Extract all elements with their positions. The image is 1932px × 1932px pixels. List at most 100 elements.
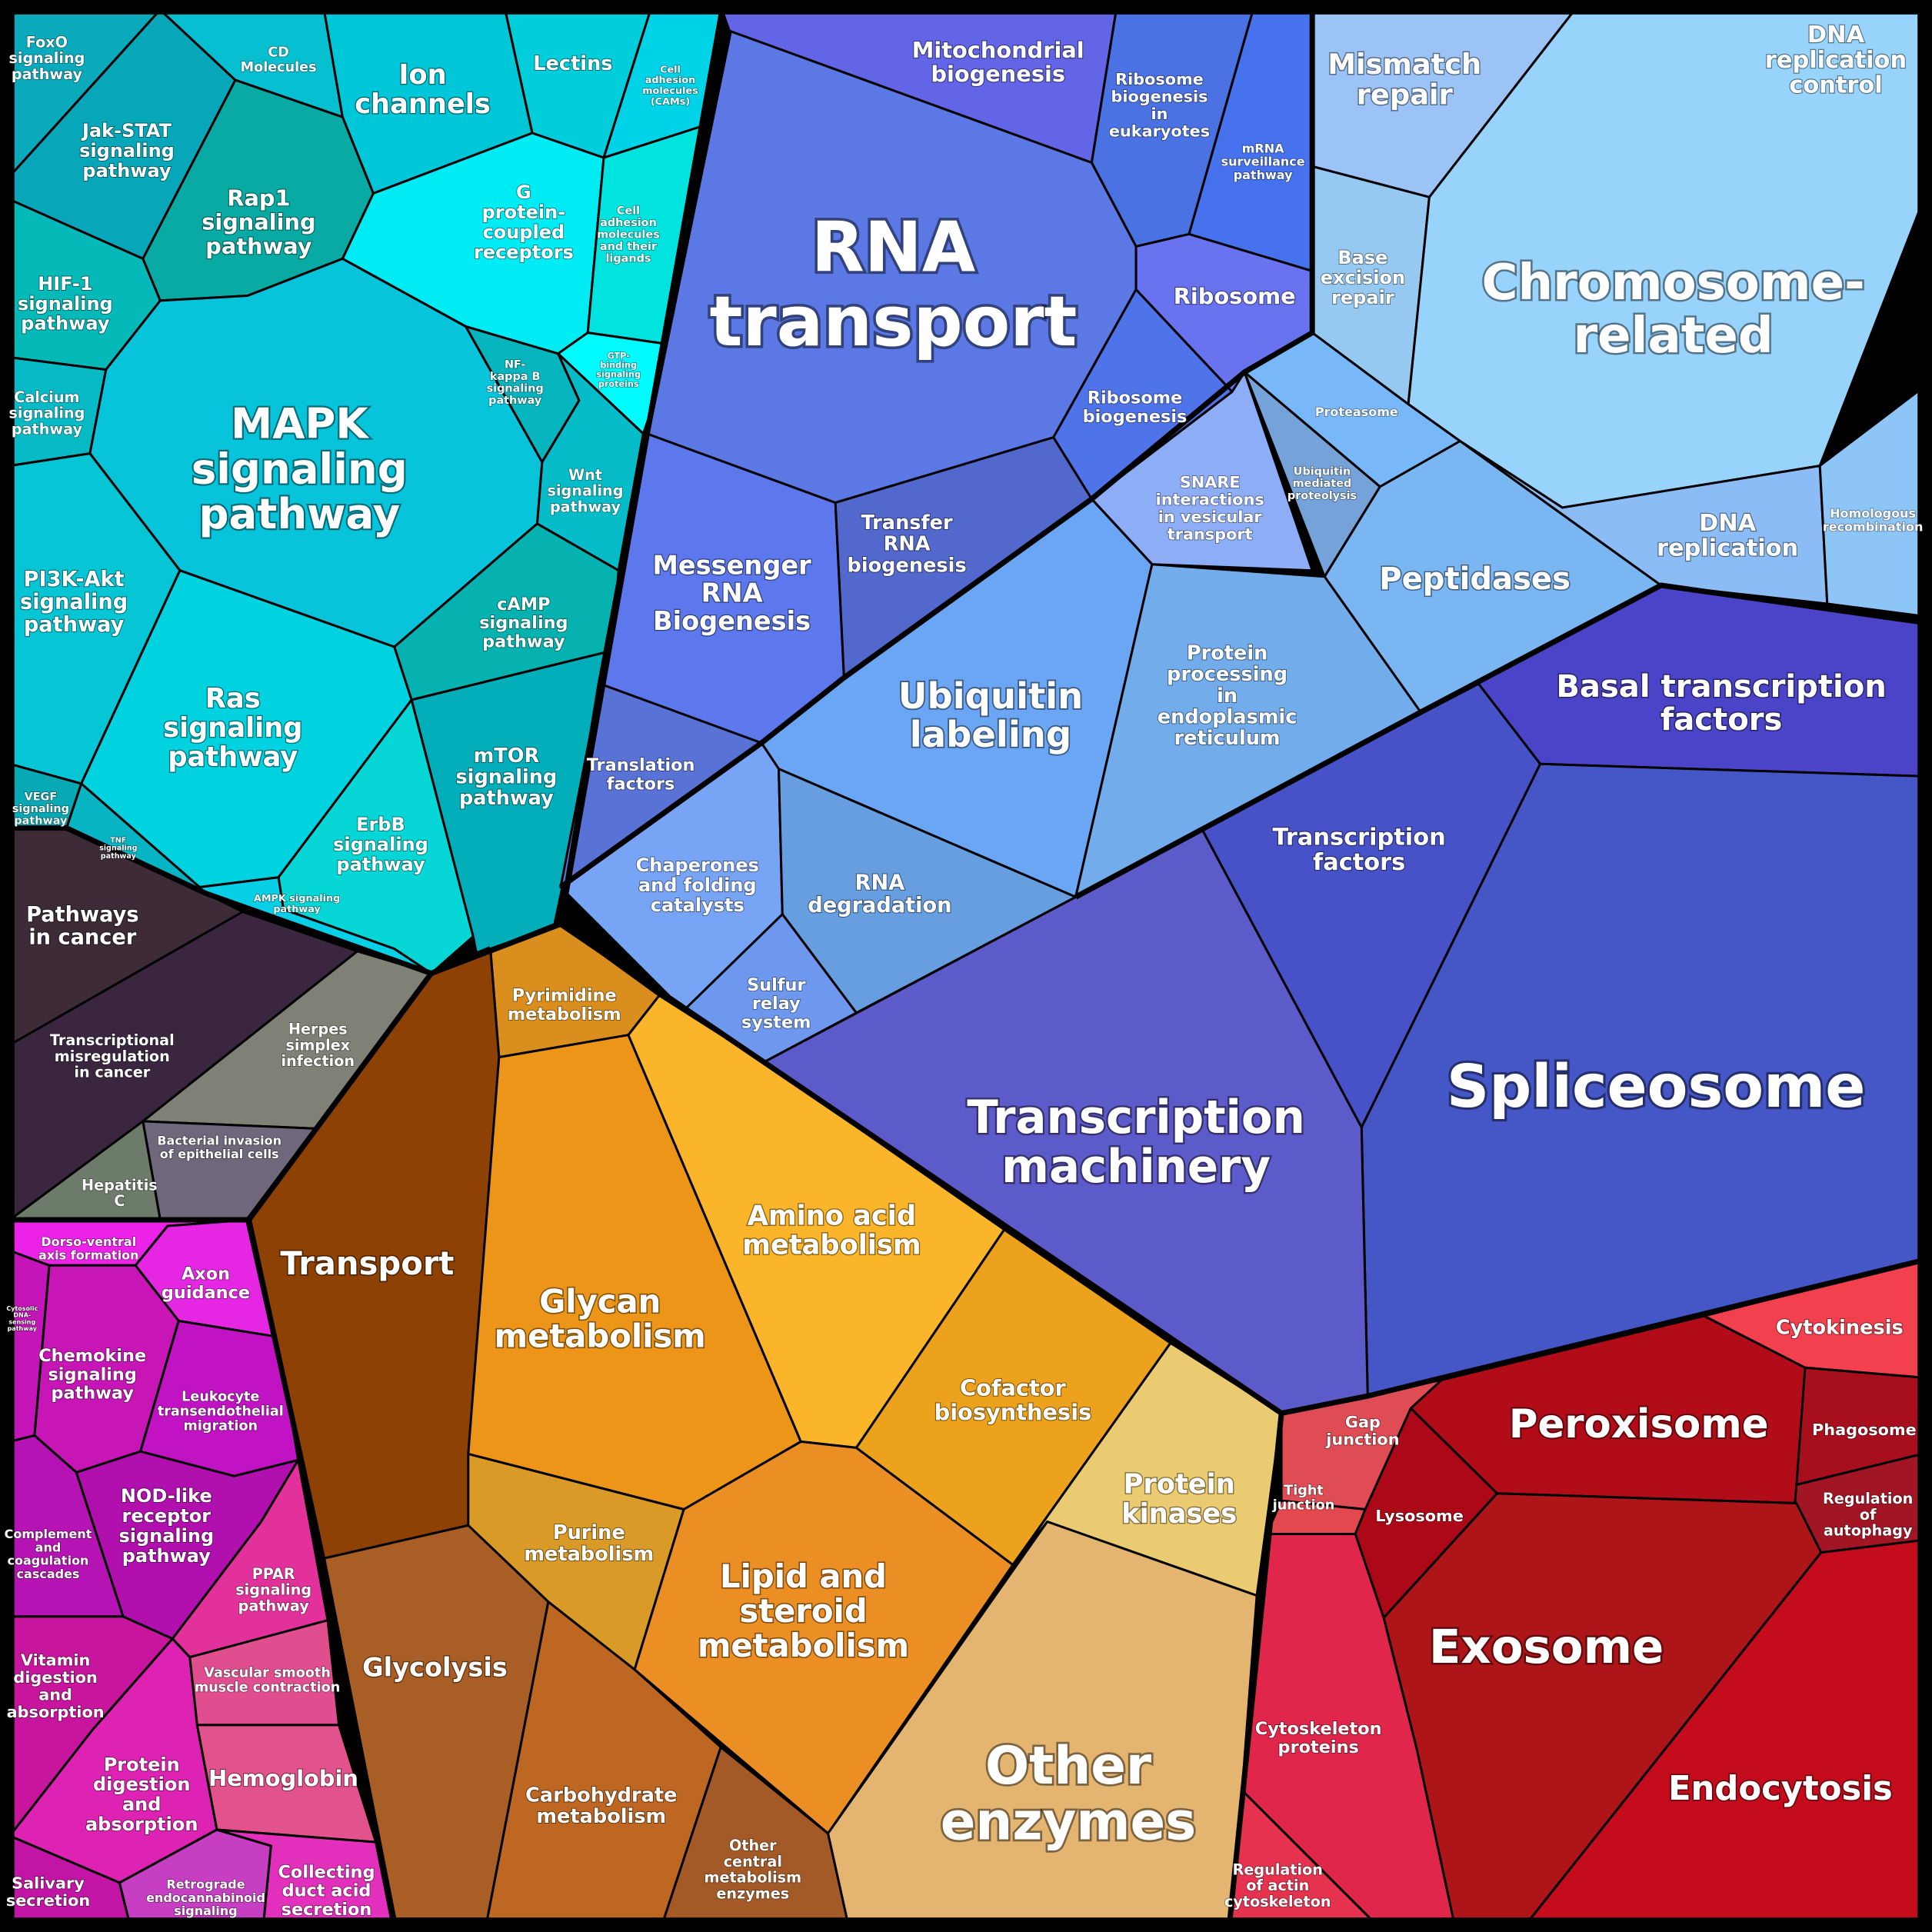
label-line: metabolism [704, 1869, 801, 1887]
label-line: (CAMs) [651, 96, 690, 108]
label-glycolysis: Glycolysis [362, 1653, 508, 1683]
label-hepatitis-c: Hepatitis C [82, 1176, 158, 1210]
label-line: replication [1765, 47, 1907, 74]
label-line: Cell [617, 205, 640, 217]
label-line: replication [1657, 535, 1798, 562]
label-line: Pyrimidine [512, 986, 617, 1006]
label-line: Transport [280, 1244, 454, 1282]
label-homologous-recombination: Homologous recombination [1823, 506, 1924, 534]
label-line: pathway [101, 852, 137, 861]
label-snare-interactions-in-vesicular-transport: SNARE interactions in vesicular transport [1156, 473, 1264, 544]
label-line: adhesion [645, 75, 696, 86]
label-line: migration [184, 1419, 258, 1434]
group-border [1074, 582, 1923, 900]
label-line: signaling [235, 1581, 311, 1599]
label-line: Calcium [14, 388, 79, 406]
label-ribosome: Ribosome [1174, 283, 1296, 309]
label-line: signaling [333, 834, 428, 855]
label-line: Cofactor [960, 1375, 1066, 1401]
label-rna-degradation: RNA degradation [808, 871, 951, 918]
label-line: Protein [1124, 1469, 1235, 1501]
label-mrna-surveillance-pathway: mRNA surveillance pathway [1221, 141, 1305, 182]
label-line: metabolism [698, 1627, 909, 1664]
label-line: Dorso-ventral [41, 1234, 136, 1249]
label-line: excision [1321, 267, 1405, 288]
label-line: Ubiquitin [898, 675, 1084, 717]
label-line: in [1151, 105, 1168, 123]
label-line: pathway [273, 904, 321, 915]
label-line: Transcription [967, 1091, 1305, 1144]
label-line: signaling [487, 383, 544, 395]
label-line: Cytokinesis [1776, 1317, 1904, 1340]
label-line: MAPK [231, 399, 369, 448]
label-proteasome: Proteasome [1315, 405, 1398, 419]
label-line: pathway [238, 1597, 310, 1614]
label-line: Amino acid [748, 1201, 916, 1232]
label-leukocyte-transendothelial-migration: Leukocyte transendothelial migration [158, 1390, 284, 1434]
label-line: Pathways [26, 903, 138, 927]
label-line: system [741, 1012, 811, 1032]
label-protein-processing-in-endoplasmic-reticulum: Protein processing in endoplasmic reticulum [1158, 641, 1297, 750]
label-vitamin-digestion-and-absorption: Vitamin digestion and absorption [7, 1651, 105, 1720]
label-line: Vascular smooth [204, 1665, 331, 1681]
label-line: ligands [606, 253, 651, 265]
label-carbohydrate-metabolism: Carbohydrate metabolism [525, 1784, 677, 1828]
label-line: metabolism [742, 1230, 921, 1261]
label-line: G [516, 182, 531, 203]
label-cell-adhesion-molecules-cams: Cell adhesion molecules (CAMs) [642, 64, 698, 107]
label-line: pathway [1234, 168, 1293, 182]
label-line: of epithelial cells [160, 1147, 279, 1161]
label-line: signaling [596, 370, 641, 380]
label-line: reticulum [1174, 727, 1281, 750]
label-bacterial-invasion-of-epithelial-cells: Bacterial invasion of epithelial cells [157, 1134, 281, 1161]
label-line: infection [281, 1052, 355, 1070]
label-transfer-rna-biogenesis: Transfer RNA biogenesis [848, 511, 967, 577]
label-line: mTOR [474, 744, 540, 768]
label-line: Hemoglobin [208, 1765, 358, 1791]
label-line: DNA- [13, 1312, 31, 1319]
label-line: in vesicular [1158, 508, 1263, 526]
label-line: Vitamin [21, 1651, 90, 1669]
label-line: RNA [855, 871, 905, 895]
label-line: processing [1167, 663, 1287, 686]
label-line: interactions [1156, 490, 1264, 508]
label-line: Lipid and [720, 1557, 887, 1595]
label-line: Retrograde [166, 1877, 245, 1892]
label-gtp-binding-signaling-proteins: GTP-binding signaling proteins [596, 351, 641, 389]
label-line: Homologous [1830, 506, 1916, 521]
label-line: Leukocyte [182, 1390, 259, 1405]
label-line: and [38, 1685, 72, 1704]
label-vascular-smooth-muscle-contraction: Vascular smooth muscle contraction [195, 1665, 340, 1695]
label-line: pathway [168, 741, 298, 773]
label-line: Transcription [1272, 824, 1445, 851]
label-peroxisome: Peroxisome [1509, 1401, 1769, 1447]
label-line: ErbB [356, 814, 405, 835]
label-line: PI3K-Akt [24, 568, 125, 591]
label-mtor-signaling-pathway: mTOR signaling pathway [455, 744, 557, 810]
label-line: repair [1331, 287, 1394, 308]
label-cytokinesis: Cytokinesis [1776, 1317, 1904, 1340]
label-line: metabolism [524, 1543, 654, 1566]
label-foxo-signaling-pathway: FoxO signaling pathway [8, 34, 85, 84]
label-dna-replication-control: DNA replication control [1765, 22, 1907, 99]
label-line: in cancer [28, 926, 137, 950]
label-line: eukaryotes [1109, 122, 1210, 140]
label-protein-kinases: Protein kinases [1121, 1469, 1237, 1530]
label-erbb-signaling-pathway: ErbB signaling pathway [333, 814, 428, 875]
label-line: Proteasome [1315, 405, 1398, 419]
label-line: Molecules [241, 60, 317, 75]
label-line: RNA [884, 533, 931, 556]
label-regulation-of-actin-cytoskeleton: Regulation of actin cytoskeleton [1224, 1860, 1331, 1910]
label-line: channels [355, 88, 491, 120]
group-border [558, 30, 732, 925]
label-line: Jak-STAT [81, 120, 172, 142]
label-ampk-signaling-pathway: AMPK signaling pathway [254, 893, 340, 915]
label-line: transport [710, 282, 1078, 362]
label-line: pathway [122, 1545, 212, 1567]
label-line: and [35, 1540, 62, 1554]
label-line: labeling [910, 714, 1071, 755]
label-line: steroid [739, 1592, 867, 1630]
label-retrograde-endocannabinoid-signaling: Retrograde endocannabinoid signaling [146, 1877, 265, 1919]
label-axon-guidance: Axon guidance [162, 1264, 250, 1303]
